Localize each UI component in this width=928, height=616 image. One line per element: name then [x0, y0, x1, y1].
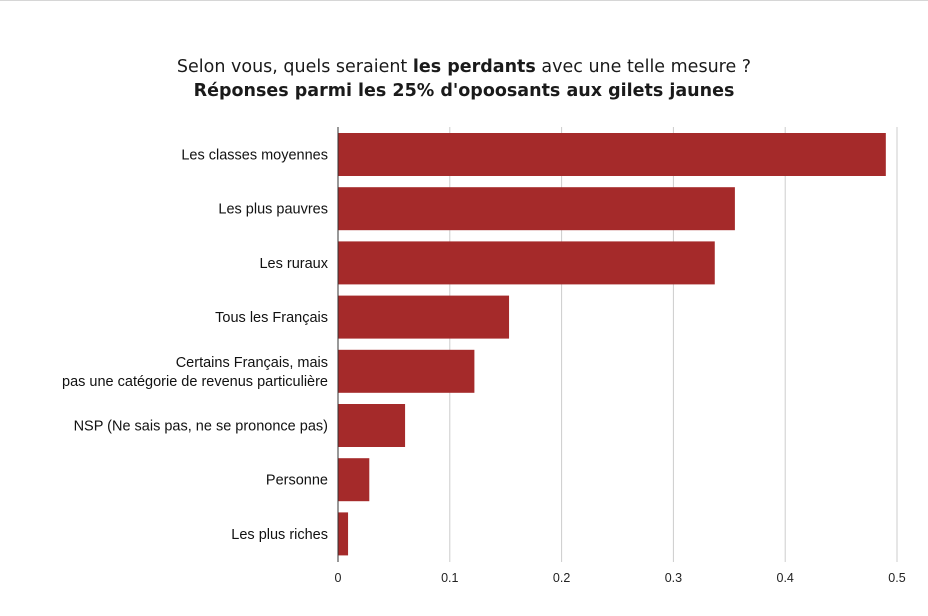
- category-labels: Les classes moyennes Les plus pauvres Les …: [62, 148, 329, 543]
- category-label: Tous les Français: [215, 310, 328, 326]
- title-text-before: Selon vous, quels seraient: [176, 57, 413, 77]
- category-label: Les plus riches: [231, 527, 328, 543]
- category-label: Les classes moyennes: [181, 148, 328, 164]
- x-tick-label: 0.1: [441, 571, 458, 585]
- x-tick-label: 0.2: [553, 571, 570, 585]
- category-label: Personne: [266, 473, 328, 489]
- x-tick-label: 0.4: [777, 571, 794, 585]
- title-text-after: avec une telle mesure ?: [535, 57, 752, 77]
- x-tick-label: 0.3: [665, 571, 682, 585]
- x-axis-ticks: 0 0.1 0.2 0.3 0.4 0.5: [335, 571, 906, 585]
- category-label: Les plus pauvres: [218, 202, 328, 218]
- title-text-bold: les perdants: [412, 57, 536, 77]
- bar: [338, 133, 886, 176]
- top-border: [0, 0, 928, 1]
- x-tick-label: 0.5: [888, 571, 905, 585]
- chart-title-line1: Selon vous, quels seraient les perdants …: [0, 55, 928, 79]
- bar: [338, 241, 715, 285]
- bar: [338, 349, 475, 393]
- bars: [338, 133, 886, 556]
- chart-subtitle: Réponses parmi les 25% d'opoosants aux g…: [193, 81, 735, 101]
- bar: [338, 512, 349, 556]
- category-label: Les ruraux: [259, 256, 328, 272]
- bar: [338, 187, 735, 231]
- chart-title: Selon vous, quels seraient les perdants …: [0, 55, 928, 103]
- x-tick-label: 0: [335, 571, 342, 585]
- bar: [338, 404, 406, 447]
- category-label: Certains Français, mais pas une catégorie…: [62, 355, 328, 390]
- bar: [338, 295, 510, 339]
- bar: [338, 458, 370, 502]
- category-label: NSP (Ne sais pas, ne se prononce pas): [74, 419, 328, 435]
